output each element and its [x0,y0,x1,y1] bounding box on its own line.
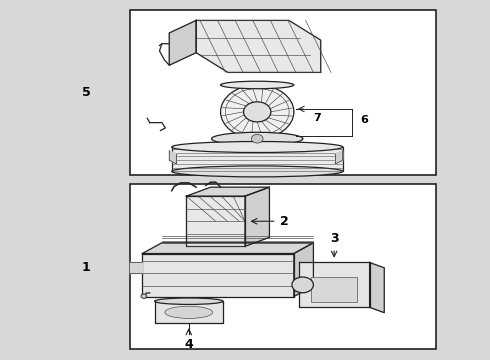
Ellipse shape [155,298,223,305]
Polygon shape [245,187,270,246]
Text: 2: 2 [280,215,289,228]
Bar [130,184,436,348]
Polygon shape [143,243,314,253]
Polygon shape [143,253,294,297]
Bar [172,147,343,171]
Polygon shape [335,150,343,164]
Polygon shape [169,150,176,164]
Bar [311,277,357,302]
Ellipse shape [165,306,213,319]
Polygon shape [155,301,223,323]
Bar [130,10,436,175]
Ellipse shape [172,141,343,153]
Circle shape [292,277,314,293]
Text: 3: 3 [330,231,339,244]
Polygon shape [186,196,245,246]
Polygon shape [299,262,369,307]
Ellipse shape [220,81,294,89]
Circle shape [251,134,263,143]
Circle shape [220,85,294,139]
Text: 7: 7 [314,113,321,123]
Polygon shape [169,21,196,65]
Text: 1: 1 [82,261,91,274]
Polygon shape [369,262,384,313]
Circle shape [141,294,147,298]
Polygon shape [186,187,270,196]
Text: 6: 6 [360,114,368,125]
Ellipse shape [172,166,343,177]
Text: 4: 4 [184,338,193,351]
Polygon shape [129,262,143,273]
Circle shape [244,102,271,122]
Polygon shape [196,21,321,72]
Polygon shape [294,243,314,297]
Text: 5: 5 [82,86,91,99]
Ellipse shape [212,132,303,145]
